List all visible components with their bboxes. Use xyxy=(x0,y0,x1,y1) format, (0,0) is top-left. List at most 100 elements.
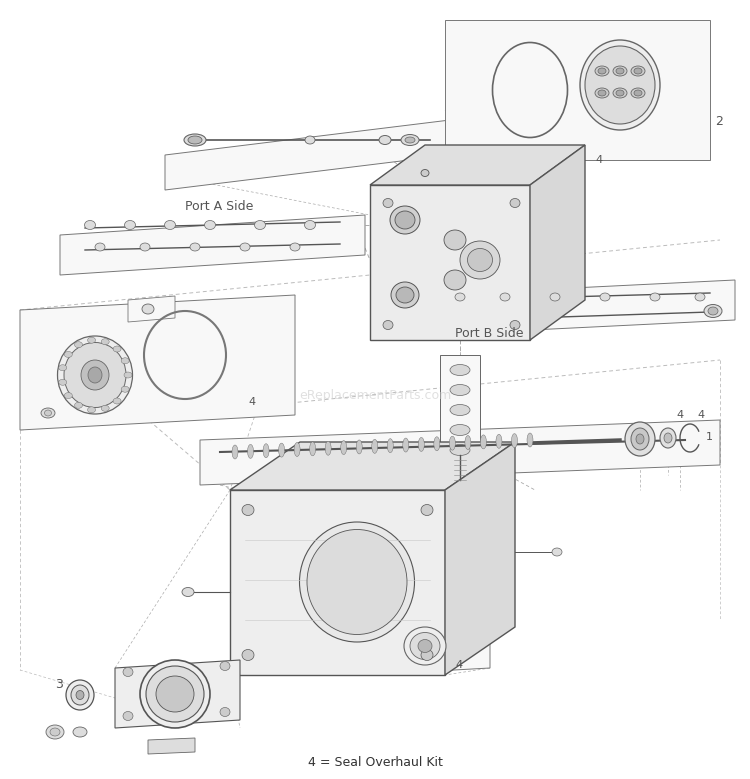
Ellipse shape xyxy=(88,407,95,413)
Ellipse shape xyxy=(66,680,94,710)
Text: 4: 4 xyxy=(697,410,704,420)
Ellipse shape xyxy=(305,136,315,144)
Text: 4: 4 xyxy=(248,397,255,407)
Ellipse shape xyxy=(41,408,55,418)
Ellipse shape xyxy=(419,438,424,451)
Ellipse shape xyxy=(304,220,316,230)
Ellipse shape xyxy=(278,443,284,457)
Text: 4: 4 xyxy=(455,660,462,670)
Ellipse shape xyxy=(88,367,102,383)
Ellipse shape xyxy=(383,199,393,207)
Ellipse shape xyxy=(510,199,520,207)
Polygon shape xyxy=(230,442,515,490)
Ellipse shape xyxy=(64,351,72,358)
Ellipse shape xyxy=(433,437,439,451)
Polygon shape xyxy=(115,660,240,728)
Ellipse shape xyxy=(146,666,204,722)
Ellipse shape xyxy=(527,433,533,447)
Ellipse shape xyxy=(580,40,660,130)
Ellipse shape xyxy=(450,404,470,415)
Ellipse shape xyxy=(58,379,67,386)
Ellipse shape xyxy=(88,337,95,344)
Ellipse shape xyxy=(58,336,133,414)
Ellipse shape xyxy=(585,46,655,124)
Ellipse shape xyxy=(113,398,121,404)
Ellipse shape xyxy=(242,650,254,661)
Text: eReplacementParts.com: eReplacementParts.com xyxy=(298,389,452,401)
Polygon shape xyxy=(530,145,585,340)
Ellipse shape xyxy=(383,320,393,330)
Ellipse shape xyxy=(379,136,391,144)
Ellipse shape xyxy=(123,711,133,721)
Text: 3: 3 xyxy=(55,678,63,691)
Ellipse shape xyxy=(410,633,440,660)
Text: Port A Side: Port A Side xyxy=(185,200,254,213)
Ellipse shape xyxy=(481,435,487,449)
Ellipse shape xyxy=(421,650,433,661)
Polygon shape xyxy=(445,20,710,160)
Polygon shape xyxy=(430,280,735,335)
Ellipse shape xyxy=(708,307,718,315)
Ellipse shape xyxy=(444,270,466,290)
Polygon shape xyxy=(440,355,480,470)
Ellipse shape xyxy=(64,343,126,407)
Ellipse shape xyxy=(465,435,471,449)
Polygon shape xyxy=(445,442,515,675)
Ellipse shape xyxy=(73,727,87,737)
Polygon shape xyxy=(60,215,365,275)
Ellipse shape xyxy=(85,220,95,230)
Polygon shape xyxy=(370,145,585,185)
Ellipse shape xyxy=(188,136,202,144)
Ellipse shape xyxy=(76,690,84,700)
Ellipse shape xyxy=(600,293,610,301)
Ellipse shape xyxy=(254,220,266,230)
Polygon shape xyxy=(148,738,195,754)
Text: 2: 2 xyxy=(715,115,723,128)
Ellipse shape xyxy=(405,137,415,143)
Ellipse shape xyxy=(58,365,67,371)
Ellipse shape xyxy=(421,505,433,516)
Polygon shape xyxy=(200,420,720,485)
Ellipse shape xyxy=(403,438,409,452)
Ellipse shape xyxy=(496,434,502,448)
Ellipse shape xyxy=(387,439,393,453)
Ellipse shape xyxy=(598,90,606,96)
Ellipse shape xyxy=(625,422,655,456)
Ellipse shape xyxy=(613,88,627,98)
Ellipse shape xyxy=(71,685,89,705)
Ellipse shape xyxy=(595,88,609,98)
Ellipse shape xyxy=(372,439,378,453)
Ellipse shape xyxy=(140,660,210,728)
Ellipse shape xyxy=(395,211,415,229)
Ellipse shape xyxy=(190,243,200,251)
Ellipse shape xyxy=(450,365,470,375)
Polygon shape xyxy=(20,295,295,430)
Ellipse shape xyxy=(450,445,470,456)
Ellipse shape xyxy=(634,90,642,96)
Ellipse shape xyxy=(390,206,420,234)
Ellipse shape xyxy=(613,66,627,76)
Ellipse shape xyxy=(595,66,609,76)
Ellipse shape xyxy=(598,68,606,74)
Polygon shape xyxy=(128,296,175,322)
Ellipse shape xyxy=(650,293,660,301)
Ellipse shape xyxy=(142,304,154,314)
Ellipse shape xyxy=(74,342,82,347)
Ellipse shape xyxy=(550,293,560,301)
Ellipse shape xyxy=(124,372,132,378)
Ellipse shape xyxy=(123,668,133,676)
Ellipse shape xyxy=(263,444,269,458)
Polygon shape xyxy=(365,618,490,675)
Ellipse shape xyxy=(404,627,446,665)
Text: 4 = Seal Overhaul Kit: 4 = Seal Overhaul Kit xyxy=(308,756,442,769)
Ellipse shape xyxy=(240,243,250,251)
Ellipse shape xyxy=(122,358,129,364)
Ellipse shape xyxy=(46,725,64,739)
Ellipse shape xyxy=(664,433,672,443)
Ellipse shape xyxy=(704,305,722,318)
Ellipse shape xyxy=(74,402,82,408)
Ellipse shape xyxy=(299,522,415,642)
Ellipse shape xyxy=(220,661,230,671)
Ellipse shape xyxy=(307,530,407,635)
Ellipse shape xyxy=(467,249,493,272)
